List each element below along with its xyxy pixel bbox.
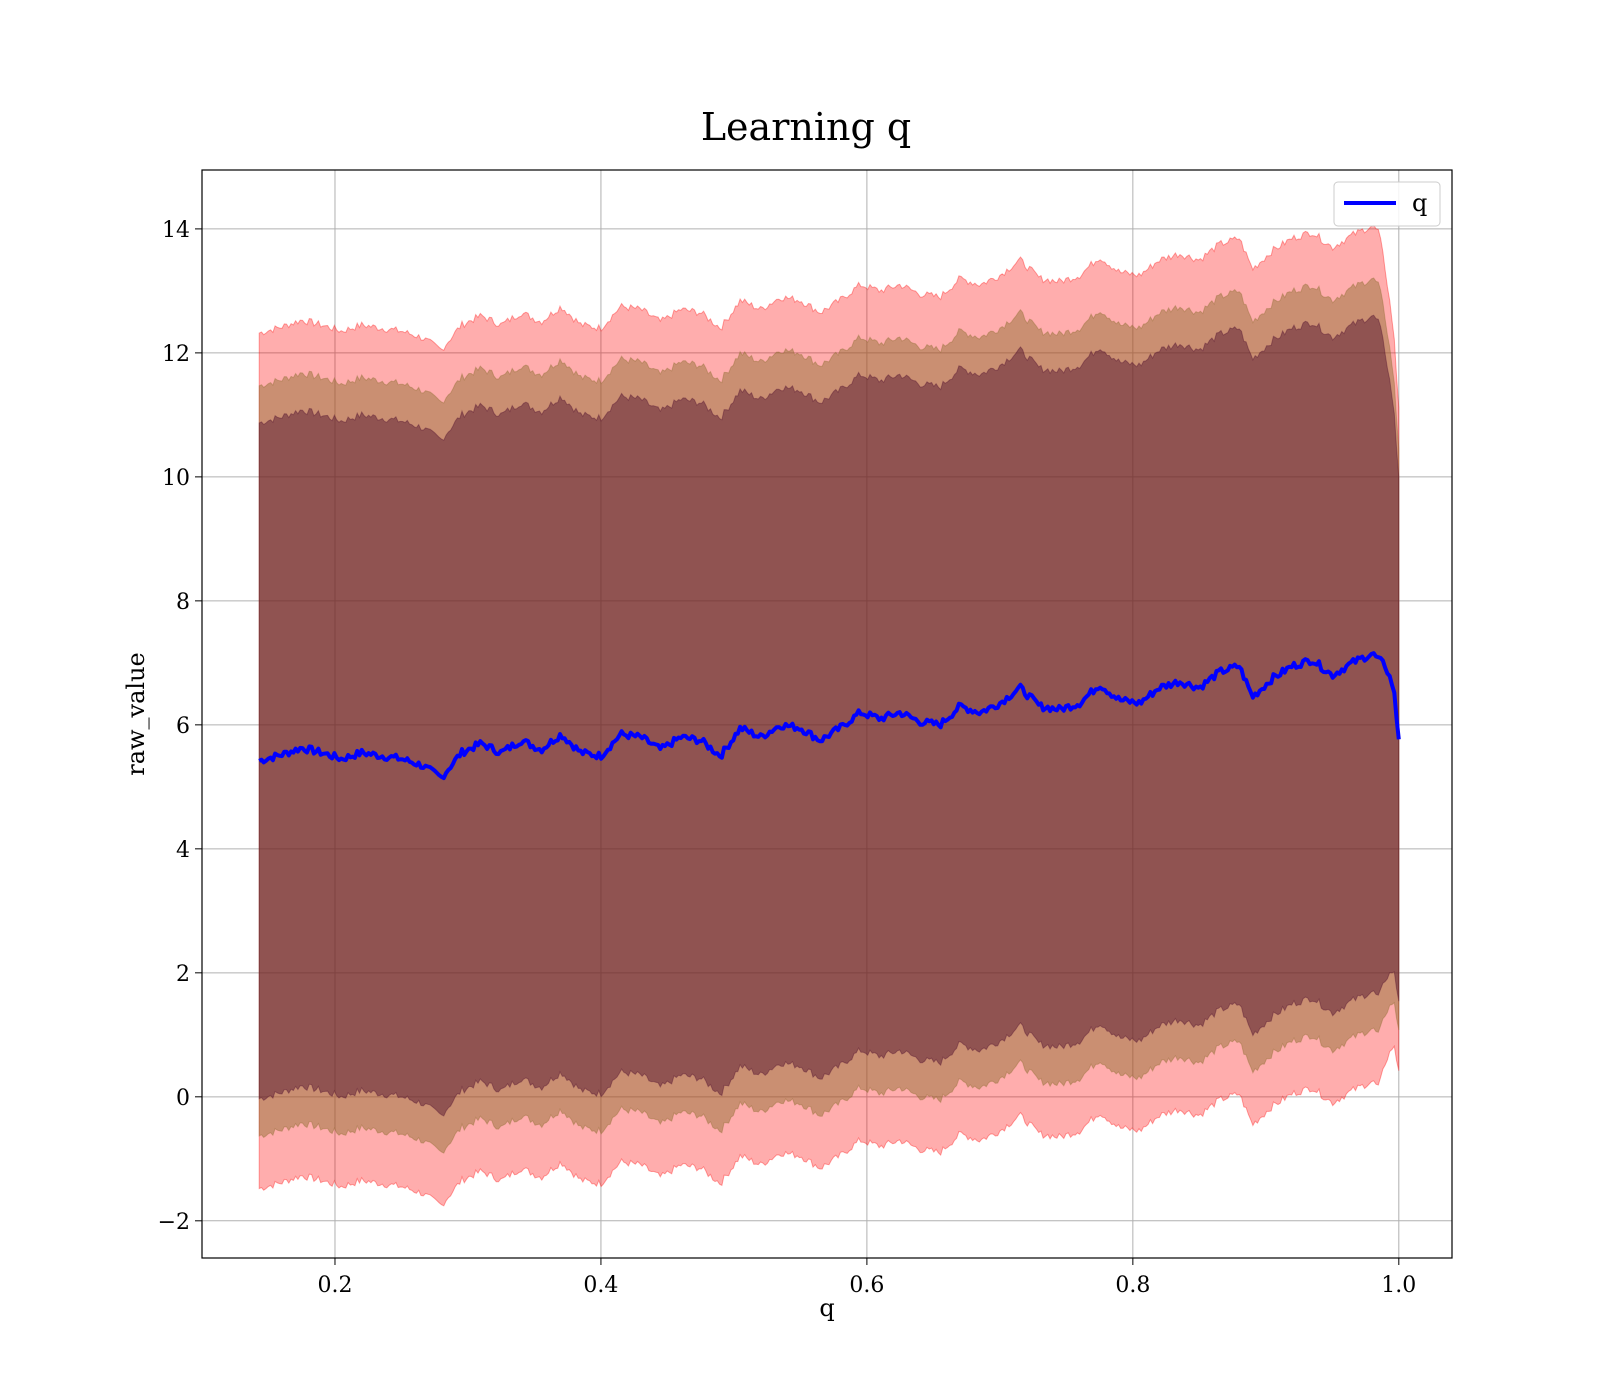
series-layer [258, 651, 1401, 781]
y-tick-label: 0 [176, 1086, 190, 1111]
legend: q [1333, 181, 1441, 227]
y-tick-label: 4 [176, 838, 190, 863]
x-tick-label: 0.8 [1115, 1273, 1150, 1298]
x-axis-ticks: 0.2 0.4 0.6 0.8 1.0 [317, 1258, 1416, 1298]
x-axis-label: q [819, 1294, 834, 1322]
series-line-q [258, 651, 1401, 781]
y-tick-label: 6 [176, 714, 190, 739]
band-outer [258, 224, 1400, 1207]
band-middle [258, 277, 1400, 1154]
x-tick-label: 0.2 [317, 1273, 352, 1298]
y-axis-label: raw_value [122, 652, 150, 776]
y-tick-label: −2 [158, 1210, 190, 1235]
confidence-bands [258, 224, 1400, 1207]
y-tick-label: 12 [162, 342, 190, 367]
y-tick-label: 2 [176, 962, 190, 987]
legend-label-q: q [1412, 189, 1427, 217]
band-inner [258, 314, 1400, 1117]
x-tick-label: 0.4 [583, 1273, 618, 1298]
x-tick-label: 1.0 [1381, 1273, 1416, 1298]
chart-title: Learning q [701, 105, 911, 149]
y-axis-ticks: −2 0 2 4 6 8 10 12 14 [158, 218, 202, 1235]
x-tick-label: 0.6 [849, 1273, 884, 1298]
y-tick-label: 10 [162, 466, 190, 491]
plot-frame [201, 169, 1453, 1259]
y-tick-label: 8 [176, 590, 190, 615]
y-tick-label: 14 [162, 218, 190, 243]
